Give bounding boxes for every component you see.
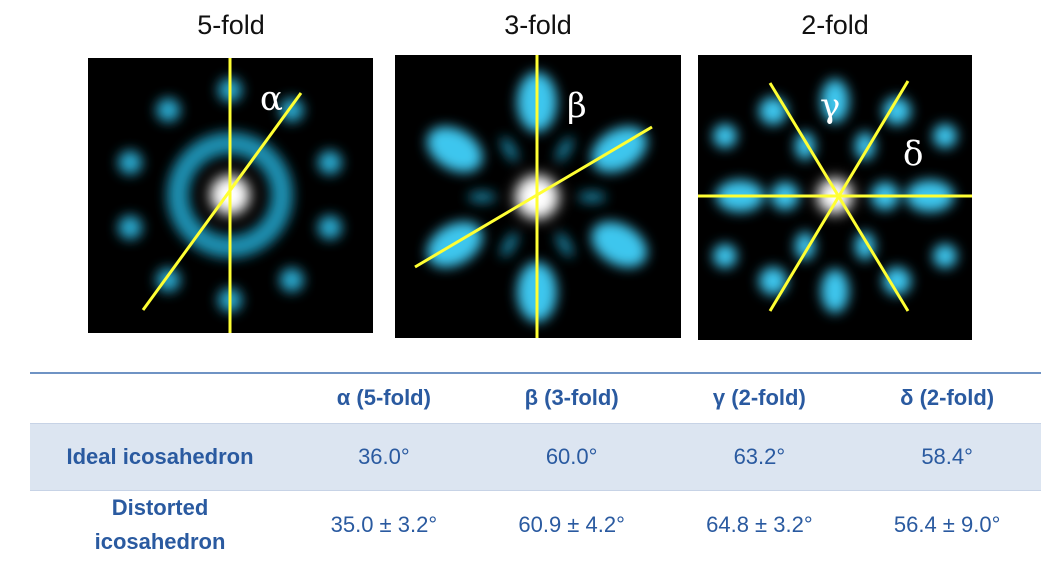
column-header: γ (2-fold) <box>712 385 806 411</box>
angle-label: δ <box>903 134 923 174</box>
pattern-2fold: γ δ <box>698 55 972 340</box>
cell: 56.4 ± 9.0° <box>893 511 1001 537</box>
row-label: Distorted icosahedron <box>94 494 226 554</box>
panel-title: 2-fold <box>801 10 869 40</box>
column-header: α (5-fold) <box>336 385 431 411</box>
row-label: Ideal icosahedron <box>66 443 254 469</box>
column-header: δ (2-fold) <box>900 385 995 411</box>
angle-table: α (5-fold) β (3-fold) γ (2-fold) δ (2-fo… <box>30 372 1041 559</box>
angle-label: α <box>260 79 283 119</box>
cell: 35.0 ± 3.2° <box>330 511 438 537</box>
pattern-3fold: β <box>395 55 681 338</box>
cell: 63.2° <box>733 443 786 469</box>
angle-label: γ <box>820 86 840 126</box>
panel-title: 3-fold <box>504 10 572 40</box>
angle-label: β <box>567 86 587 126</box>
pattern-5fold: α <box>88 58 373 333</box>
cell: 58.4° <box>921 443 973 469</box>
cell: 60.0° <box>545 443 598 469</box>
cell: 64.8 ± 3.2° <box>706 511 813 537</box>
cell: 60.9 ± 4.2° <box>518 511 625 537</box>
cell: 36.0° <box>358 443 410 469</box>
panel-title: 5-fold <box>197 10 265 40</box>
column-header: β (3-fold) <box>524 385 619 411</box>
